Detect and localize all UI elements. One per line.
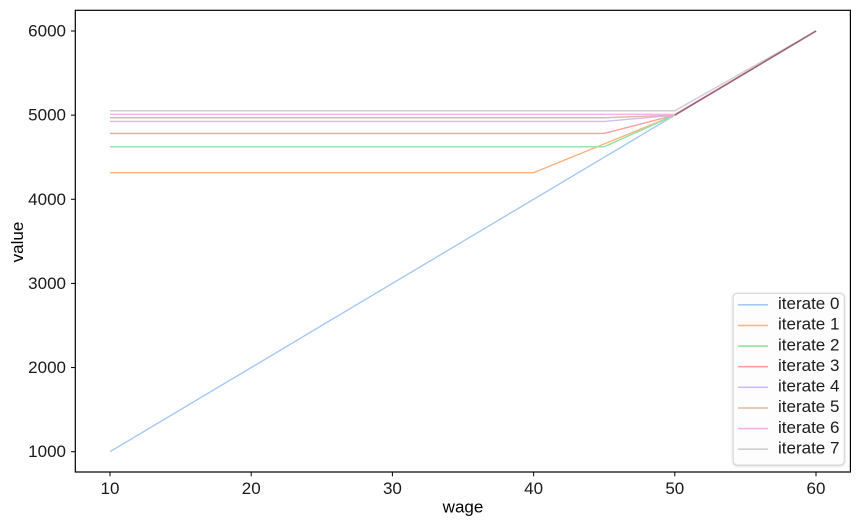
- svg-text:30: 30: [383, 479, 402, 498]
- svg-text:iterate 6: iterate 6: [778, 418, 839, 437]
- svg-text:4000: 4000: [28, 190, 66, 209]
- svg-text:iterate 0: iterate 0: [778, 294, 839, 313]
- svg-text:wage: wage: [442, 498, 484, 517]
- svg-text:iterate 3: iterate 3: [778, 356, 839, 375]
- svg-text:1000: 1000: [28, 442, 66, 461]
- svg-text:20: 20: [242, 479, 261, 498]
- svg-text:3000: 3000: [28, 274, 66, 293]
- svg-text:60: 60: [807, 479, 826, 498]
- svg-text:iterate 4: iterate 4: [778, 377, 839, 396]
- svg-text:2000: 2000: [28, 358, 66, 377]
- svg-text:6000: 6000: [28, 22, 66, 41]
- svg-text:50: 50: [665, 479, 684, 498]
- svg-text:iterate 5: iterate 5: [778, 397, 839, 416]
- svg-text:value: value: [8, 222, 27, 263]
- svg-text:iterate 2: iterate 2: [778, 335, 839, 354]
- svg-text:10: 10: [101, 479, 120, 498]
- svg-text:40: 40: [524, 479, 543, 498]
- svg-text:5000: 5000: [28, 106, 66, 125]
- svg-text:iterate 7: iterate 7: [778, 438, 839, 457]
- svg-text:iterate 1: iterate 1: [778, 315, 839, 334]
